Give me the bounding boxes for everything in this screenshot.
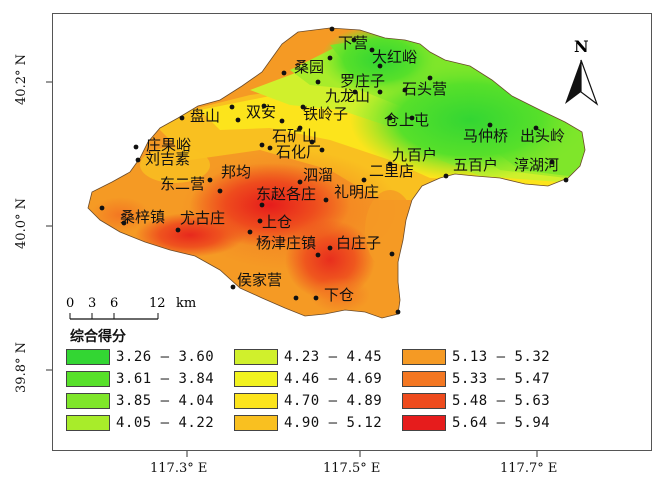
legend-swatch [402, 371, 446, 387]
legend-swatch [66, 349, 110, 365]
place-erlidian: 二里店 [369, 162, 414, 180]
north-arrow-icon: N [565, 37, 599, 106]
place-xiaying: 下营 [338, 34, 368, 52]
place-chutouling: 出头岭 [520, 127, 565, 145]
score-raster [88, 28, 585, 318]
legend-swatch [402, 393, 446, 409]
legend-label: 3.61 – 3.84 [116, 371, 215, 387]
scale-tick-0: 0 [66, 296, 74, 311]
place-dots [99, 26, 569, 315]
place-labels: 下营 大红峪 桑园 罗庄子 九龙山 石头营 盘山 双安 铁岭子 仓上屯 庄果峪 … [120, 34, 565, 304]
place-shihuachang: 石化厂 [276, 143, 321, 161]
legend-swatch [234, 371, 278, 387]
place-jiulongshan: 九龙山 [325, 87, 370, 105]
legend-item: 5.13 – 5.32 [402, 347, 572, 367]
place-tielingzi: 铁岭子 [303, 105, 348, 123]
place-siliu: 泗溜 [303, 166, 333, 184]
scale-tick-1: 3 [88, 296, 96, 311]
lat-tick-3: 39.8° N [13, 342, 29, 393]
legend-swatch [66, 415, 110, 431]
legend-label: 5.13 – 5.32 [452, 349, 551, 365]
place-mazhongqiao: 马仲桥 [463, 127, 508, 145]
legend-item: 4.05 – 4.22 [66, 413, 236, 433]
place-zhuangguoyu: 庄果峪 [146, 136, 191, 154]
scale-unit: km [176, 296, 196, 311]
lon-tick-3: 117.7° E [500, 461, 558, 476]
lat-tick-2: 40.0° N [13, 198, 29, 249]
north-label: N [574, 37, 589, 56]
legend-label: 4.23 – 4.45 [284, 349, 383, 365]
legend-label: 4.70 – 4.89 [284, 393, 383, 409]
place-panshan: 盘山 [190, 107, 220, 125]
county-boundary [87, 27, 586, 319]
legend-item: 3.85 – 4.04 [66, 391, 236, 411]
place-baizhuangzi: 白庄子 [336, 234, 381, 252]
legend-label: 5.64 – 5.94 [452, 415, 551, 431]
map-frame [52, 13, 652, 451]
legend-label: 5.48 – 5.63 [452, 393, 551, 409]
legend-swatch [234, 393, 278, 409]
legend-item: 5.33 – 5.47 [402, 369, 572, 389]
legend-label: 3.26 – 3.60 [116, 349, 215, 365]
place-limingzhuang: 礼明庄 [334, 183, 379, 201]
legend-item: 5.48 – 5.63 [402, 391, 572, 411]
legend-item: 4.90 – 5.12 [234, 413, 404, 433]
legend-item: 5.64 – 5.94 [402, 413, 572, 433]
scale-tick-2: 6 [110, 296, 118, 311]
legend-item: 4.23 – 4.45 [234, 347, 404, 367]
lon-tick-2: 117.5° E [323, 461, 381, 476]
legend-swatch [402, 349, 446, 365]
legend-item: 3.26 – 3.60 [66, 347, 236, 367]
place-shitouying: 石头营 [402, 80, 447, 98]
legend-label: 5.33 – 5.47 [452, 371, 551, 387]
place-shangcang: 上仓 [262, 213, 292, 231]
legend-label: 4.05 – 4.22 [116, 415, 215, 431]
lat-tick-1: 40.2° N [13, 54, 29, 105]
place-lijisu: 刘吉素 [145, 150, 190, 168]
place-yougu: 尤古庄 [180, 209, 225, 227]
place-chunhuhe: 淳湖河 [514, 156, 559, 174]
legend-item: 3.61 – 3.84 [66, 369, 236, 389]
place-shikuangshan: 石矿山 [272, 127, 317, 145]
place-luozhuangzi: 罗庄子 [340, 72, 385, 90]
legend-swatch [66, 393, 110, 409]
legend-label: 4.90 – 5.12 [284, 415, 383, 431]
legend-swatch [66, 371, 110, 387]
scale-bar: 0 3 6 12 km [66, 296, 196, 320]
legend-label: 4.46 – 4.69 [284, 371, 383, 387]
place-wubaihu: 五百户 [453, 156, 498, 174]
axis-ticks [46, 81, 538, 457]
place-bangjun: 邦均 [221, 163, 251, 181]
place-yangjinzhuangzhen: 杨津庄镇 [256, 234, 316, 252]
place-dahongyu: 大红峪 [372, 48, 417, 66]
place-cangshangtun: 仓上屯 [384, 111, 429, 129]
legend-label: 3.85 – 4.04 [116, 393, 215, 409]
legend-item: 4.70 – 4.89 [234, 391, 404, 411]
legend-item: 4.46 – 4.69 [234, 369, 404, 389]
scale-tick-3: 12 [149, 296, 166, 311]
place-dongzhaogezhuang: 东赵各庄 [256, 185, 316, 203]
place-xiacang: 下仓 [324, 286, 354, 304]
legend-swatch [234, 349, 278, 365]
place-dongerying: 东二营 [160, 175, 205, 193]
legend-swatch [402, 415, 446, 431]
legend-swatch [234, 415, 278, 431]
place-sangzizhen: 桑梓镇 [120, 208, 165, 226]
place-houjiaying: 侯家营 [237, 271, 282, 289]
legend-title: 综合得分 [70, 329, 126, 345]
place-sangyuan: 桑园 [294, 58, 324, 76]
lon-tick-1: 117.3° E [150, 461, 208, 476]
place-shuangan: 双安 [246, 103, 276, 121]
place-jiubaihu: 九百户 [392, 146, 437, 164]
